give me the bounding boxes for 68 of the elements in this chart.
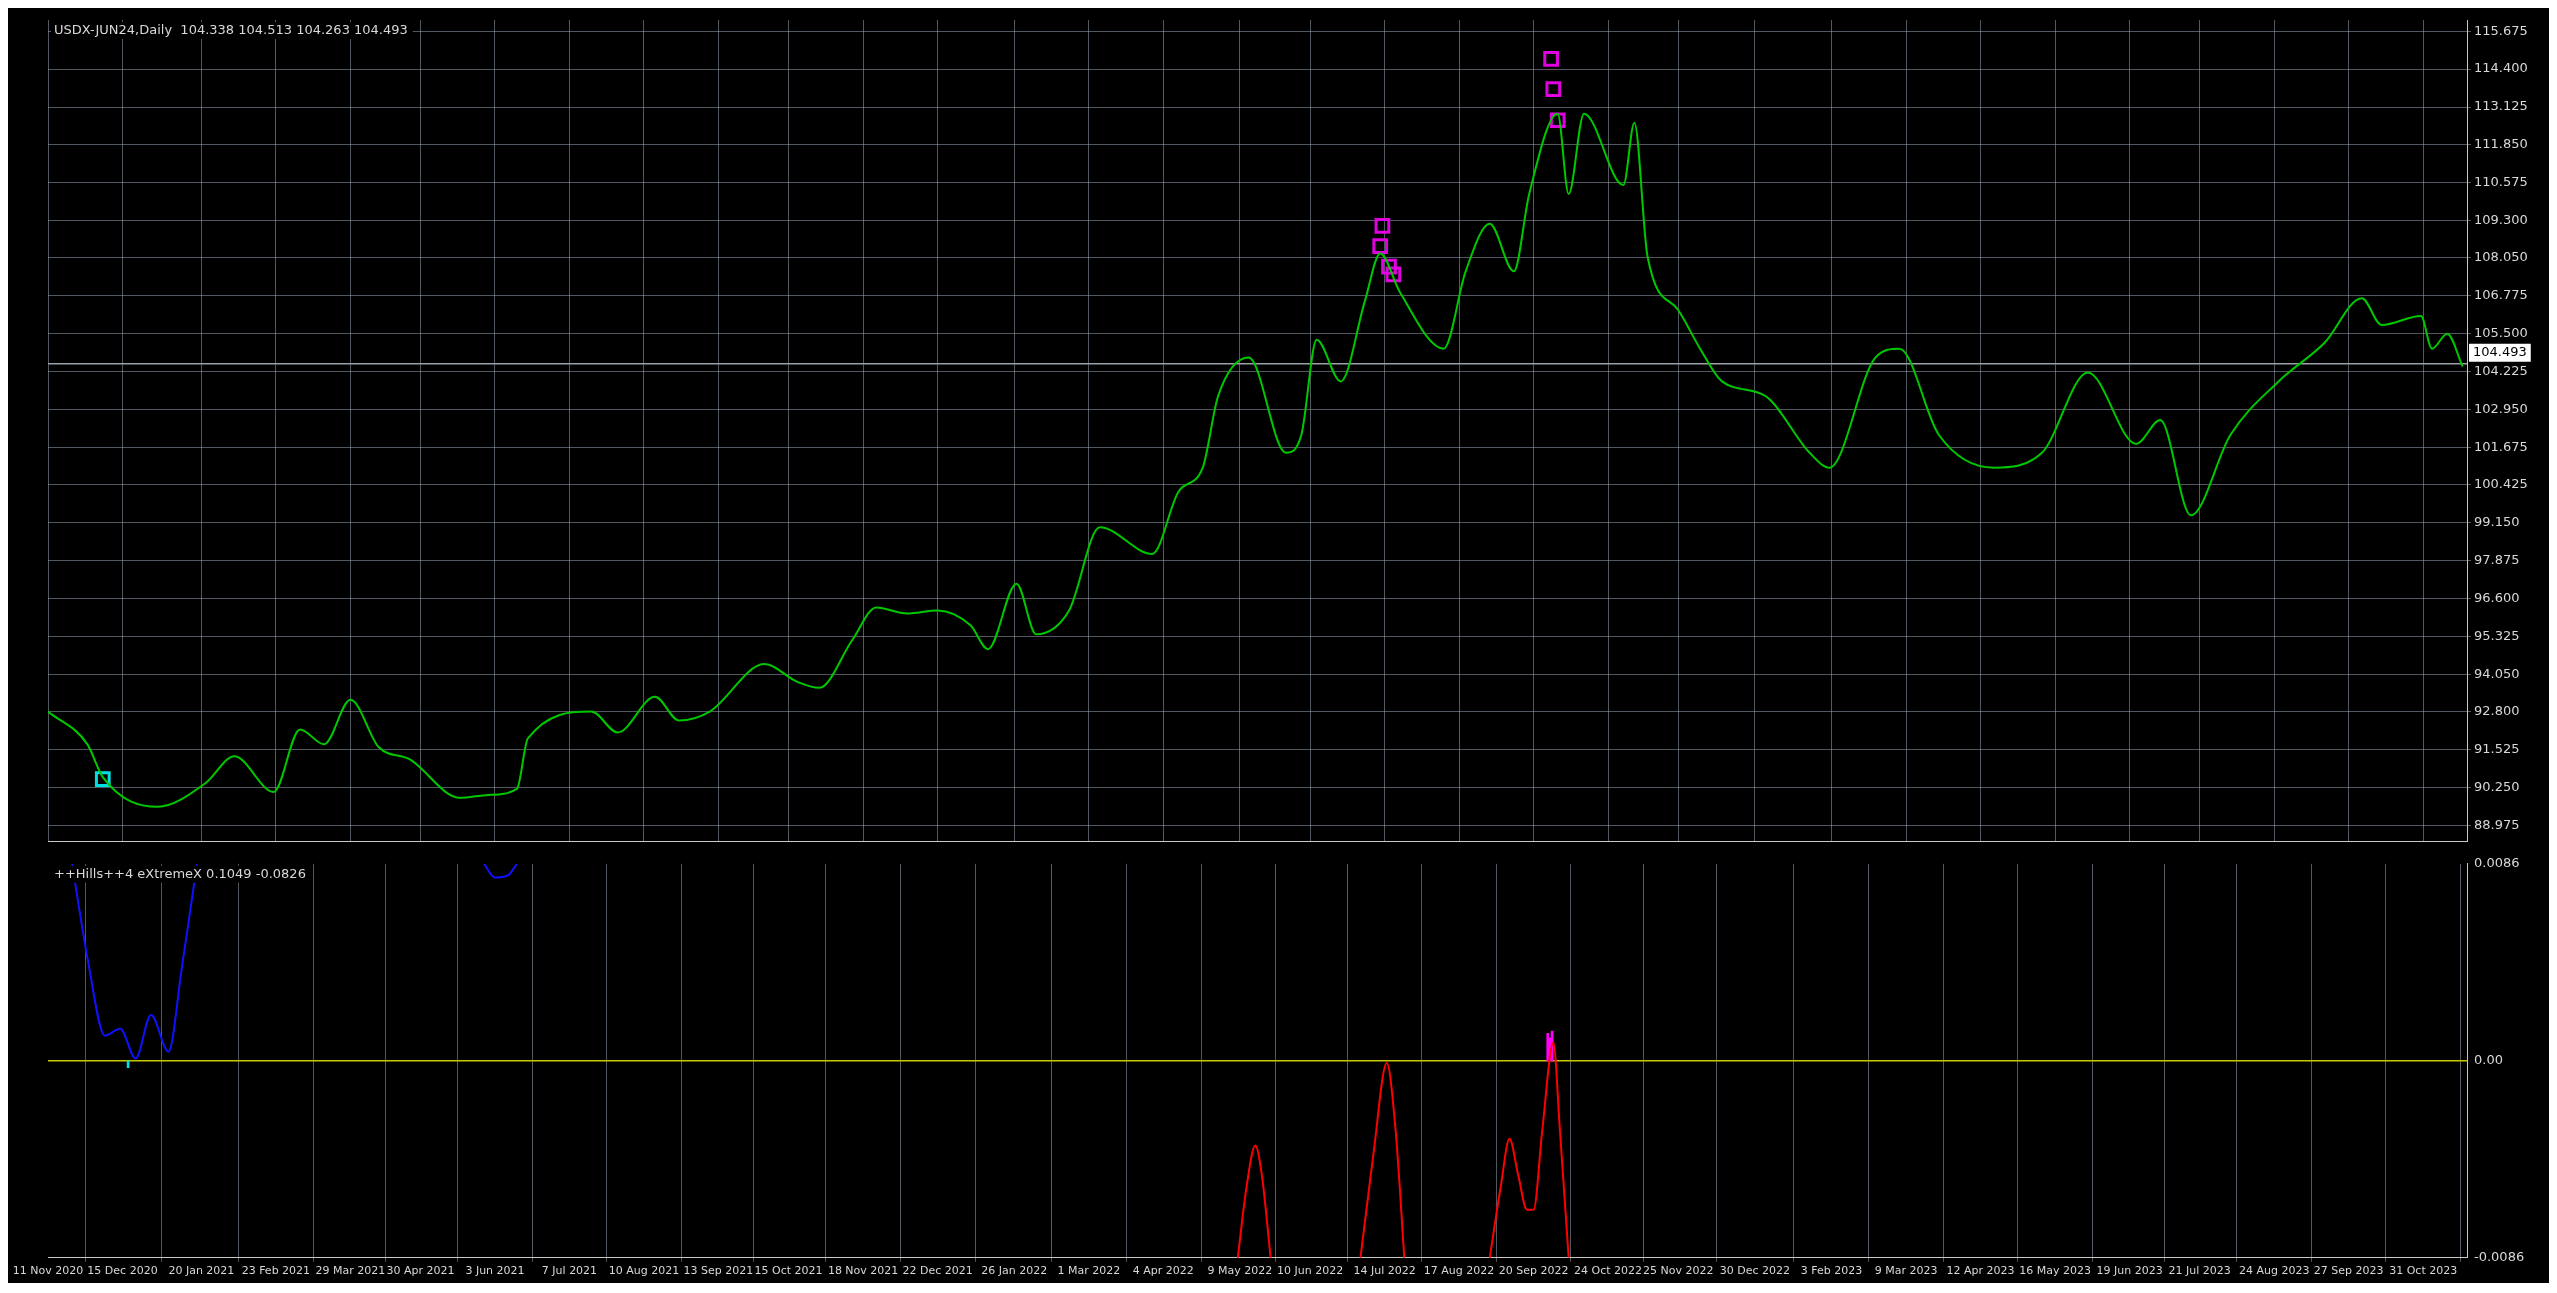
x-tick-label: 9 Mar 2023 <box>1874 1264 1938 1278</box>
x-tick-label: 29 Mar 2021 <box>315 1264 386 1278</box>
point <box>1372 238 1389 254</box>
x-tick-label: 3 Jun 2021 <box>465 1264 525 1278</box>
x-tick-label: 9 May 2022 <box>1207 1264 1273 1278</box>
x-tick-label: 22 Dec 2021 <box>902 1264 973 1278</box>
point <box>1374 217 1391 234</box>
x-tick-label: 4 Apr 2022 <box>1132 1264 1194 1278</box>
x-tick-label: 23 Feb 2021 <box>241 1264 311 1278</box>
y-tick-label: 99.150 <box>2474 514 2520 530</box>
y-tick-label: 90.250 <box>2474 778 2520 794</box>
y-tick-label: 113.125 <box>2474 98 2528 114</box>
x-tick-label: 18 Nov 2021 <box>827 1264 899 1278</box>
x-tick-label: 10 Aug 2021 <box>608 1264 680 1278</box>
y-tick-label: 96.600 <box>2474 589 2520 605</box>
x-tick-label: 11 Nov 2020 <box>12 1264 84 1278</box>
y-tick-label: -0.0086 <box>2474 1249 2525 1265</box>
x-tick-label: 24 Oct 2022 <box>1574 1264 1643 1278</box>
x-tick-label: 21 Jul 2023 <box>2168 1264 2231 1278</box>
x-tick-label: 25 Nov 2022 <box>1642 1264 1714 1278</box>
y-tick-label: 104.225 <box>2474 363 2528 379</box>
y-tick-label: 106.775 <box>2474 287 2528 303</box>
x-tick-label: 31 Oct 2023 <box>2389 1264 2458 1278</box>
y-tick-label: 97.875 <box>2474 552 2520 568</box>
x-tick-label: 7 Jul 2021 <box>541 1264 598 1278</box>
x-tick-label: 17 Aug 2022 <box>1423 1264 1495 1278</box>
point <box>1381 258 1397 275</box>
x-tick-label: 27 Sep 2023 <box>2313 1264 2384 1278</box>
x-tick-label: 20 Jan 2021 <box>168 1264 235 1278</box>
chart-title: USDX-JUN24,Daily 104.338 104.513 104.263 104.493 <box>54 21 408 37</box>
y-tick-label: 105.500 <box>2474 325 2528 341</box>
x-tick-label: 30 Apr 2021 <box>386 1264 455 1278</box>
x-tick-label: 20 Sep 2022 <box>1498 1264 1569 1278</box>
x-tick-label: 3 Feb 2023 <box>1800 1264 1863 1278</box>
y-tick-label: 0.00 <box>2474 1052 2503 1068</box>
x-tick-label: 13 Sep 2021 <box>683 1264 754 1278</box>
line-series <box>48 112 2464 808</box>
x-tick-label: 24 Aug 2023 <box>2238 1264 2310 1278</box>
x-tick-label: 10 Jun 2022 <box>1277 1264 1344 1278</box>
x-tick-label: 14 Jul 2022 <box>1353 1264 1416 1278</box>
x-tick-label: 12 Apr 2023 <box>1946 1264 2015 1278</box>
y-tick-label: 114.400 <box>2474 60 2528 76</box>
ref-line-label: 104.493 <box>2473 344 2527 360</box>
y-tick-label: 109.300 <box>2474 212 2528 228</box>
y-tick-label: 110.575 <box>2474 174 2528 190</box>
x-tick-label: 16 May 2023 <box>2019 1264 2091 1278</box>
x-tick-label: 30 Dec 2022 <box>1719 1264 1791 1278</box>
x-tick-label: 1 Mar 2022 <box>1057 1264 1121 1278</box>
y-tick-label: 102.950 <box>2474 401 2528 417</box>
x-tick-label: 26 Jan 2022 <box>981 1264 1048 1278</box>
point <box>94 771 111 787</box>
x-tick-label: 15 Dec 2020 <box>87 1264 158 1278</box>
y-tick-label: 94.050 <box>2474 665 2520 681</box>
x-tick-label: 15 Oct 2021 <box>754 1264 823 1278</box>
chart-title: ++Hills++4 eXtremeX 0.1049 -0.0826 <box>54 865 306 881</box>
y-tick-label: 111.850 <box>2474 136 2528 152</box>
point <box>1545 81 1562 97</box>
y-tick-label: 92.800 <box>2474 702 2520 718</box>
y-tick-label: 101.675 <box>2474 438 2528 454</box>
y-tick-label: 100.425 <box>2474 476 2528 492</box>
y-tick-label: 115.675 <box>2474 22 2528 38</box>
y-tick-label: 91.525 <box>2474 740 2520 756</box>
y-tick-label: 95.325 <box>2474 627 2520 643</box>
x-tick-label: 19 Jun 2023 <box>2096 1264 2163 1278</box>
y-tick-label: 88.975 <box>2474 816 2520 832</box>
point <box>1543 51 1559 67</box>
y-tick-label: 0.0086 <box>2474 855 2520 871</box>
y-tick-label: 108.050 <box>2474 249 2528 265</box>
